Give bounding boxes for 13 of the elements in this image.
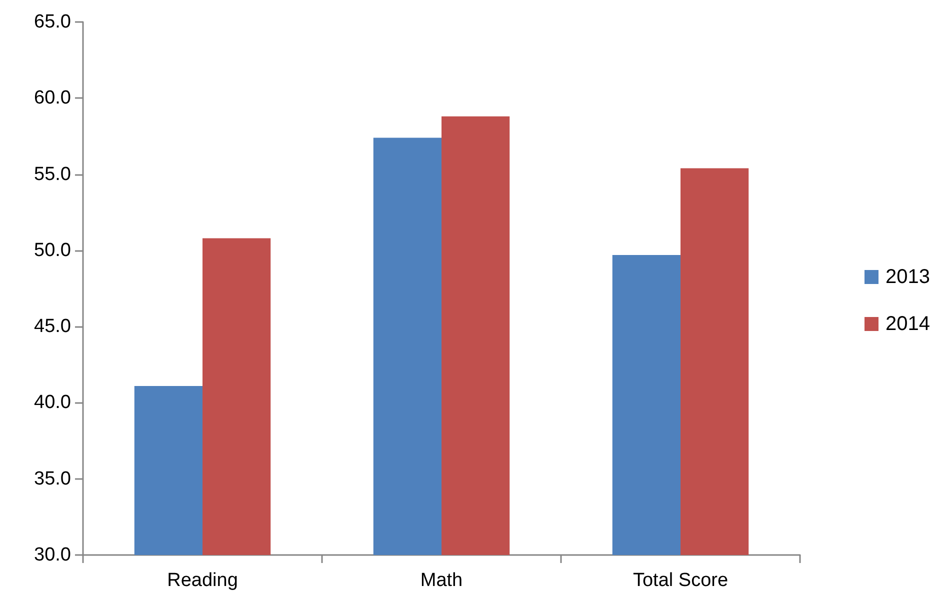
legend-label: 2014 [886, 313, 930, 335]
y-tick-label: 40.0 [34, 392, 71, 414]
y-tick-label: 50.0 [34, 240, 71, 261]
x-tick-label: Total Score [632, 570, 728, 591]
x-tick-label: Reading [167, 570, 238, 591]
legend-label: 2013 [886, 266, 930, 288]
y-tick-label: 55.0 [34, 164, 71, 185]
y-tick-label: 60.0 [34, 88, 71, 109]
y-tick-label: 30.0 [34, 544, 71, 566]
x-tick-label: Math [420, 570, 463, 591]
y-tick-label: 35.0 [34, 468, 71, 490]
y-tick-label: 65.0 [34, 12, 71, 32]
y-tick-label: 45.0 [34, 316, 71, 338]
